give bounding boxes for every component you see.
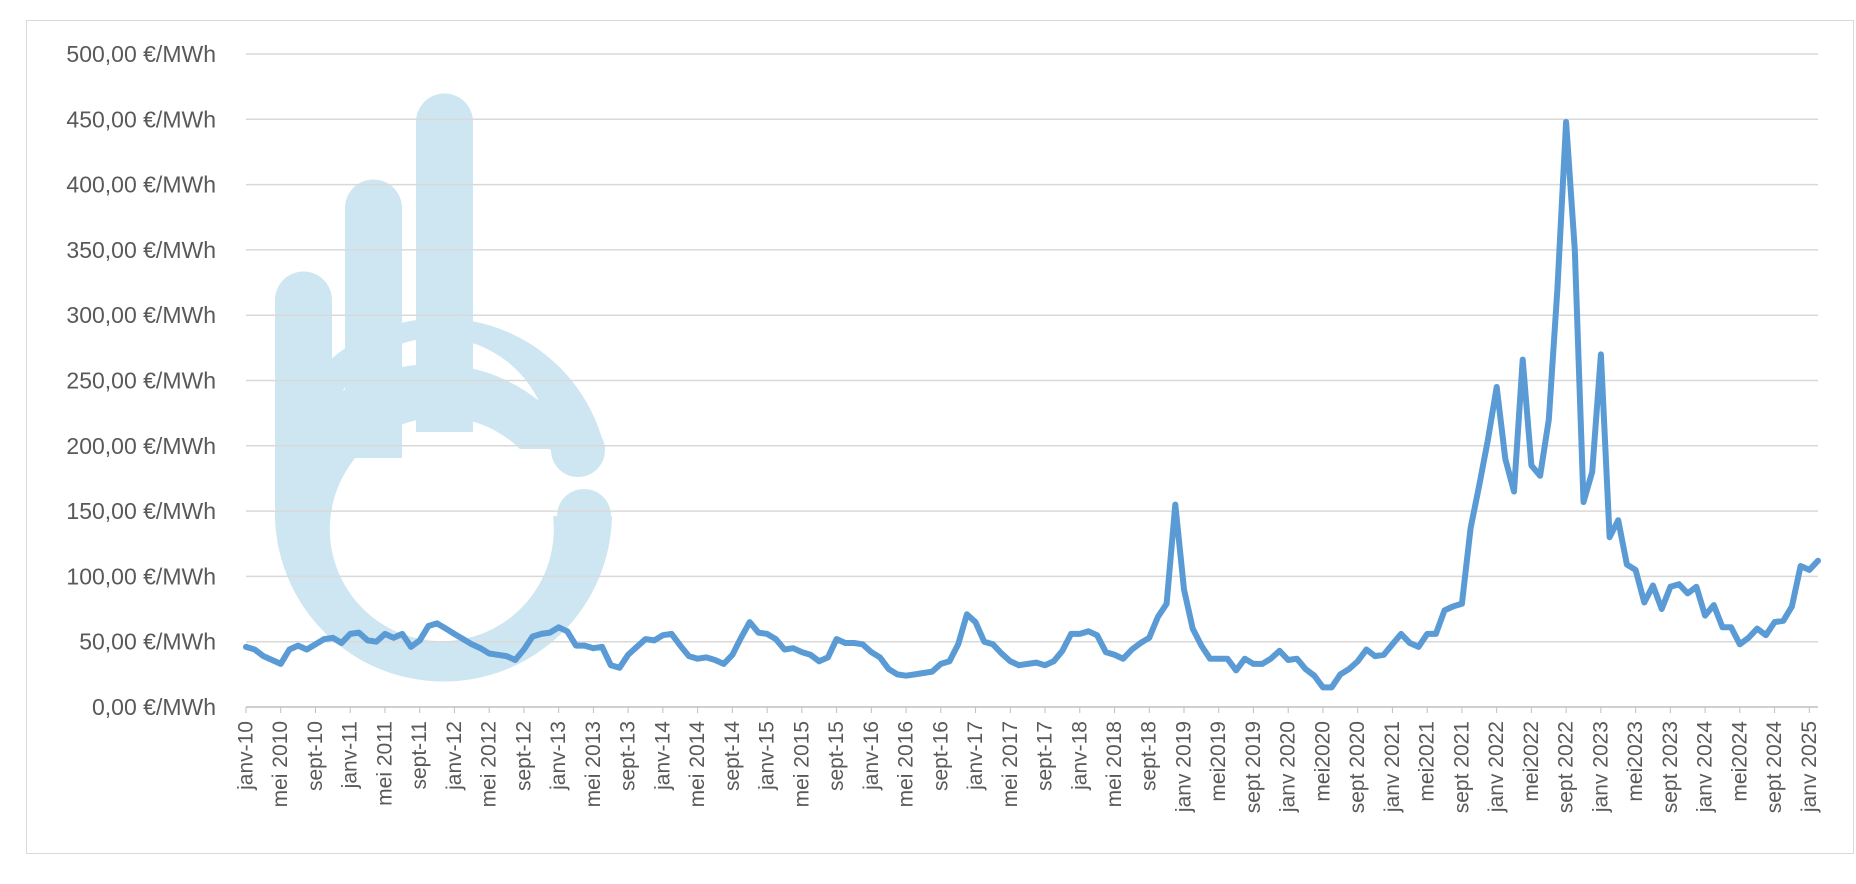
x-tick-label: mei2023 [1624,721,1647,802]
y-tick-label: 350,00 €/MWh [66,237,216,263]
x-tick-label: janv-10 [235,721,258,791]
x-tick-label: sept 2024 [1763,721,1786,814]
x-tick-label: sept-17 [1034,721,1057,791]
logo-watermark-icon [274,93,612,682]
x-tick-label: mei2022 [1520,721,1543,802]
x-tick-label: sept-12 [512,721,535,791]
x-tick-label: janv-13 [547,721,570,791]
x-tick-label: janv 2022 [1485,721,1508,813]
x-tick-label: sept-10 [304,721,327,791]
y-tick-label: 450,00 €/MWh [66,106,216,132]
x-tick-label: sept-13 [617,721,640,791]
y-tick-label: 0,00 €/MWh [92,694,216,720]
series-line-0 [243,118,1821,691]
y-tick-label: 250,00 €/MWh [66,368,216,394]
x-tick-label: mei 2016 [895,721,918,807]
x-tick-label: mei 2015 [790,721,813,807]
x-tick-label: mei 2011 [373,721,396,806]
x-tick-label: janv 2020 [1277,721,1300,813]
x-tick-label: mei 2010 [269,721,292,807]
x-tick-label: mei 2018 [1103,721,1126,807]
x-tick-label: sept-15 [825,721,848,791]
x-tick-label: sept-18 [1138,721,1161,791]
x-tick-label: sept 2020 [1346,721,1369,813]
y-tick-label: 400,00 €/MWh [66,172,216,198]
x-tick-label: janv-18 [1068,721,1091,791]
x-tick-label: mei 2017 [999,721,1022,807]
y-tick-label: 300,00 €/MWh [66,302,216,328]
x-tick-label: janv-16 [860,721,883,791]
x-tick-label: janv 2025 [1798,721,1821,813]
x-tick-label: sept-14 [721,721,744,791]
x-tick-label: mei2020 [1311,721,1334,802]
x-tick-label: mei 2014 [686,721,709,808]
x-tick-label: janv-15 [756,721,779,791]
y-tick-label: 500,00 €/MWh [66,41,216,67]
x-tick-label: sept-16 [929,721,952,791]
x-tick-label: janv-11 [339,721,362,789]
x-tick-label: sept 2022 [1555,721,1578,813]
x-tick-label: janv 2024 [1694,721,1717,813]
x-tick-label: mei2019 [1207,721,1230,802]
x-tick-label: janv 2023 [1589,721,1612,813]
x-tick-label: sept 2021 [1450,721,1473,813]
x-tick-label: janv 2021 [1381,721,1404,813]
x-tick-label: janv-14 [651,721,674,791]
x-tick-label: mei 2012 [478,721,501,807]
x-tick-label: sept 2019 [1242,721,1265,813]
x-tick-label: mei2024 [1728,721,1751,802]
x-tick-label: janv-12 [443,721,466,791]
x-tick-label: mei 2013 [582,721,605,807]
x-tick-label: sept-11 [408,721,431,790]
y-tick-label: 100,00 €/MWh [66,563,216,589]
y-tick-label: 200,00 €/MWh [66,433,216,459]
y-tick-label: 150,00 €/MWh [66,498,216,524]
x-tick-label: janv-17 [964,721,987,791]
x-tick-label: janv 2019 [1172,721,1195,813]
x-tick-label: mei2021 [1416,721,1439,802]
x-tick-label: sept 2023 [1659,721,1682,813]
y-tick-label: 50,00 €/MWh [79,629,216,655]
